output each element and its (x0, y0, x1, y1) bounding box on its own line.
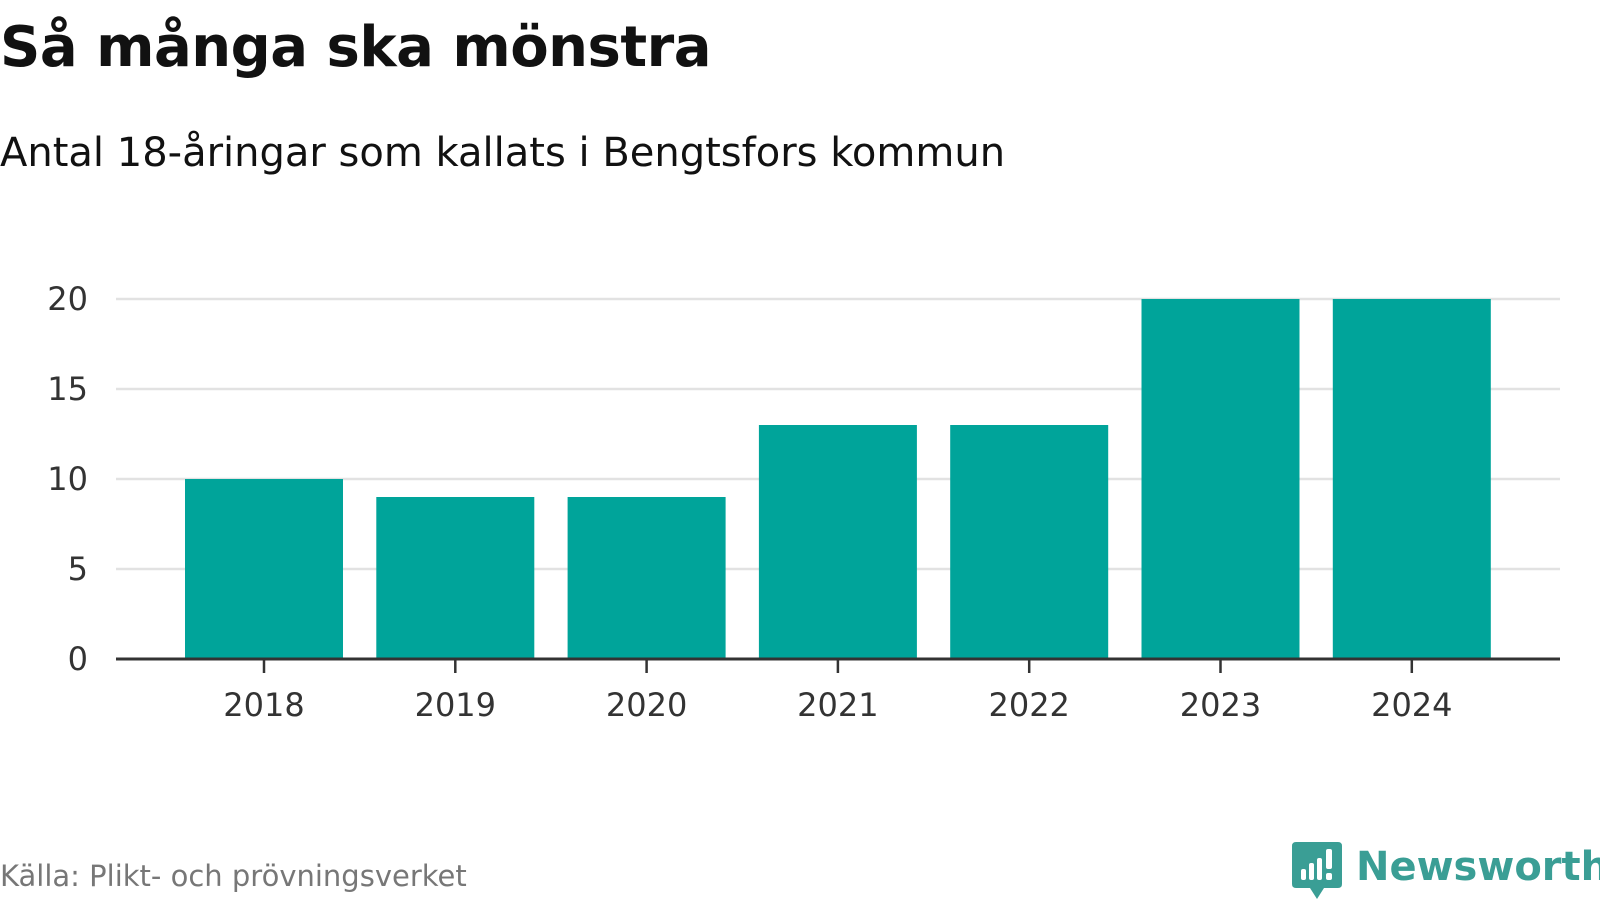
bar-chart: 0 5 10 15 20 2018 2019 2020 2021 2022 2023 2024 (47, 280, 1560, 724)
x-tick-label: 2022 (988, 686, 1069, 724)
chart-title: Så många ska mönstra (0, 15, 712, 80)
y-tick-label: 20 (47, 280, 88, 318)
x-tick-label: 2020 (606, 686, 687, 724)
x-axis-tick-labels: 2018 2019 2020 2021 2022 2023 2024 (223, 686, 1452, 724)
x-tick-label: 2023 (1180, 686, 1261, 724)
newsworthy-logo-icon (1292, 842, 1342, 899)
x-tick-label: 2021 (797, 686, 878, 724)
y-tick-label: 15 (47, 370, 88, 408)
brand-name: Newsworthy (1356, 844, 1600, 890)
x-tick-label: 2019 (415, 686, 496, 724)
y-tick-label: 5 (68, 550, 88, 588)
x-tick-label: 2018 (223, 686, 304, 724)
x-axis (116, 657, 1560, 673)
bar-2023 (1141, 299, 1300, 659)
source-note: Källa: Plikt- och prövningsverket (0, 859, 467, 893)
bars (185, 299, 1491, 659)
bar-2018 (185, 479, 343, 659)
bar-2020 (567, 497, 726, 659)
bar-2019 (376, 497, 535, 659)
y-tick-label: 10 (47, 460, 88, 498)
bar-2024 (1332, 299, 1491, 659)
y-tick-label: 0 (68, 640, 88, 678)
chart-subtitle: Antal 18-åringar som kallats i Bengtsfor… (0, 130, 1006, 176)
bar-2022 (950, 425, 1109, 659)
x-tick-label: 2024 (1371, 686, 1452, 724)
brand: Newsworthy (1292, 842, 1600, 902)
bar-2021 (758, 425, 917, 659)
y-axis-tick-labels: 0 5 10 15 20 (47, 280, 88, 678)
